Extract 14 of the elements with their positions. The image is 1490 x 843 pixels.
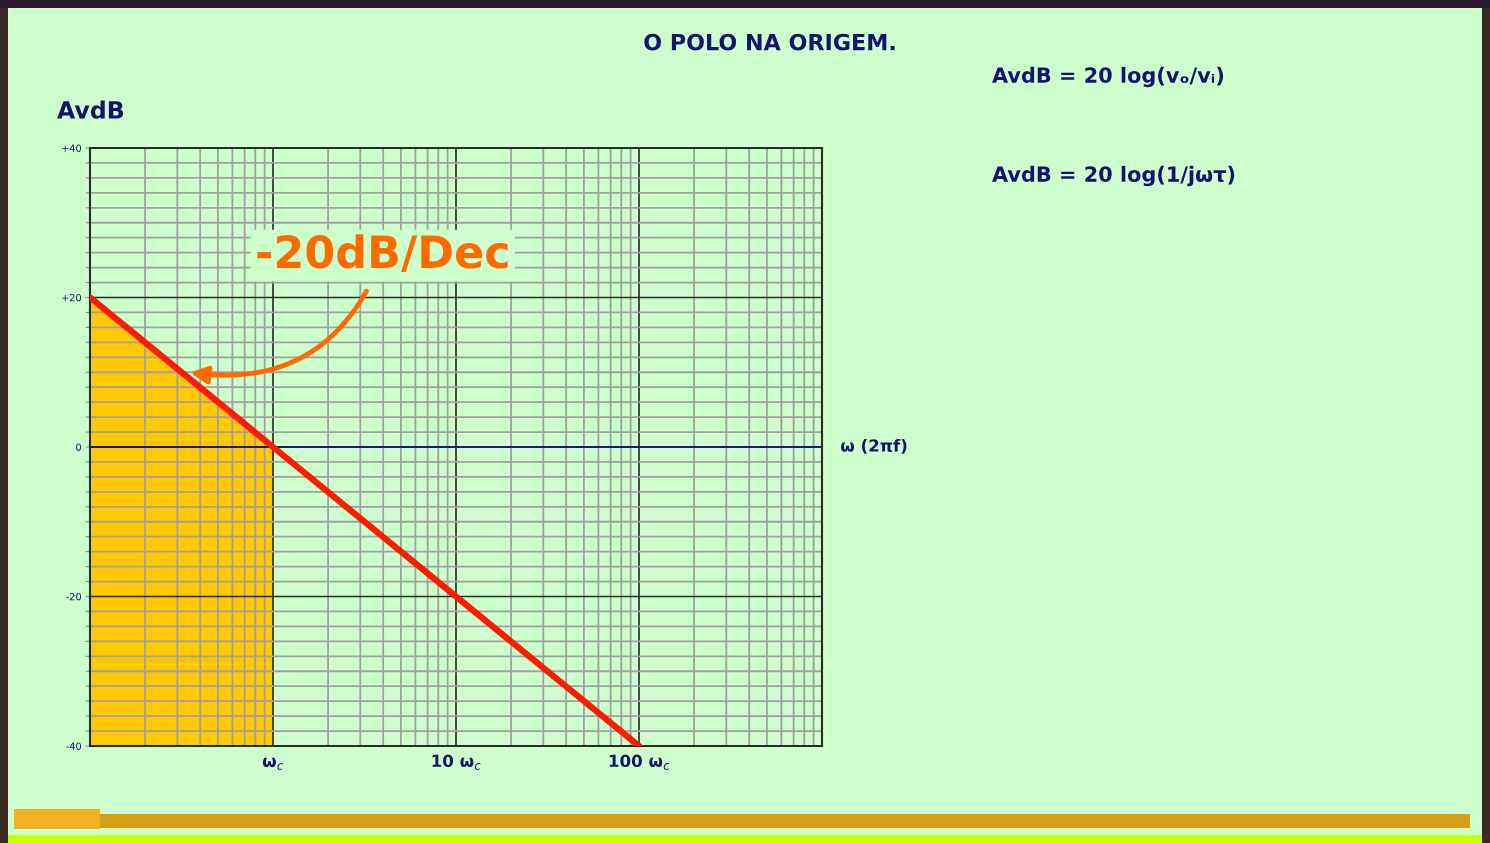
- annotation: -20dB/Dec: [257, 234, 508, 273]
- x-tick-label: 100 ω$_{c}$: [609, 754, 670, 770]
- y-tick-label: +20: [62, 293, 82, 302]
- text: AvdB = 20 log(vₒ/vᵢ): [992, 66, 1224, 88]
- y-tick-label: 0: [76, 443, 82, 451]
- x-axis-title: ω (2πf): [841, 438, 907, 454]
- y-tick-label: -40: [66, 742, 82, 750]
- x-tick-label: ω$_{c}$: [262, 757, 284, 770]
- y-tick-label: +40: [62, 144, 82, 152]
- x-tick-label: 10 ω$_{c}$: [432, 754, 481, 770]
- y-axis-title: AvdB: [57, 100, 124, 119]
- text: AvdB = 20 log(1/jωτ): [992, 165, 1235, 187]
- y-tick-label: -20: [66, 592, 82, 601]
- chart-title: O POLO NA ORIGEM.: [644, 33, 895, 51]
